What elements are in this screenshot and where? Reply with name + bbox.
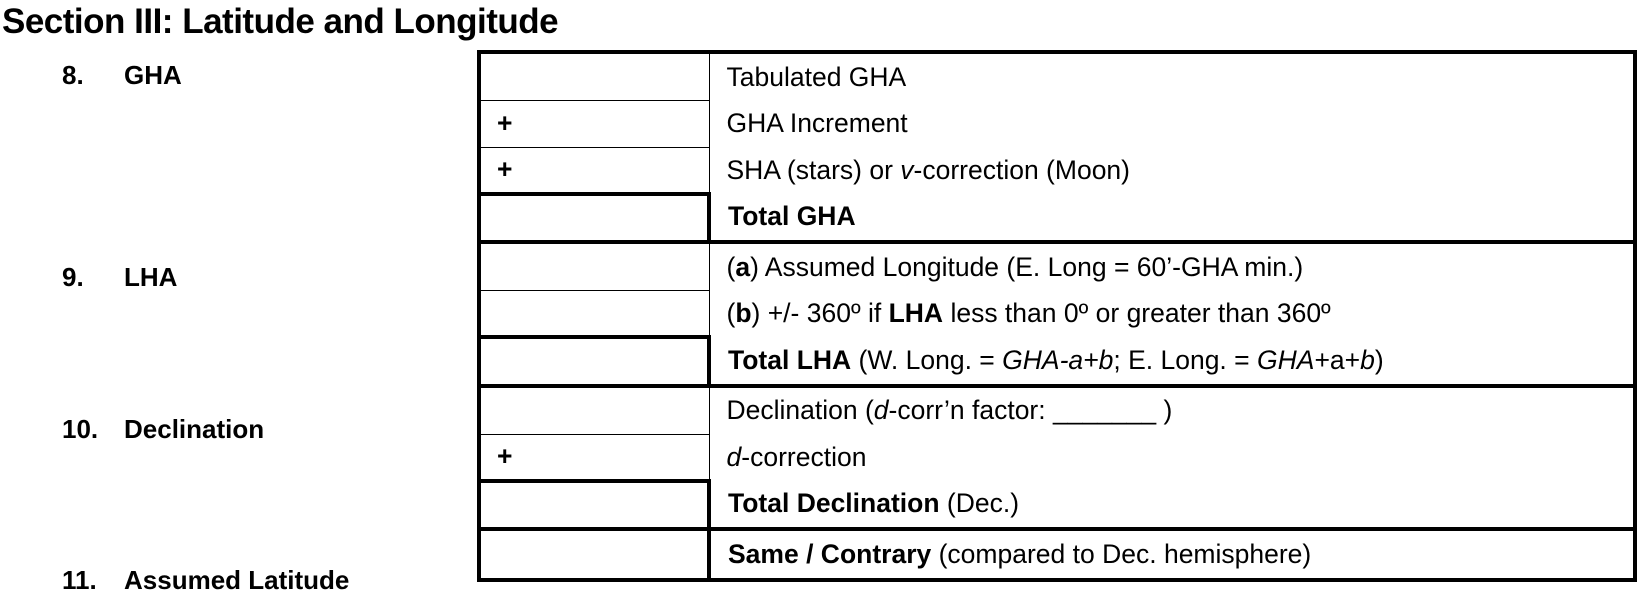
section-title: Section III: Latitude and Longitude bbox=[2, 2, 559, 41]
entry-cell[interactable] bbox=[477, 191, 711, 244]
description-text: less than 0º or greater than 360º bbox=[943, 298, 1331, 329]
description-text: ( bbox=[726, 251, 736, 282]
row-description: (b) +/- 360º if LHA less than 0º or grea… bbox=[709, 291, 1635, 338]
description-text: d bbox=[726, 441, 742, 472]
plus-sign: + bbox=[497, 154, 513, 184]
description-text: b bbox=[1360, 344, 1375, 375]
row-description: Same / Contrary (compared to Dec. hemisp… bbox=[709, 527, 1635, 580]
row-description: (a) Assumed Longitude (E. Long = 60’-GHA… bbox=[709, 240, 1635, 291]
table-row: Declination (d-corr’n factor: _______ ) bbox=[479, 383, 1635, 435]
group-number: 8. bbox=[62, 60, 84, 90]
total-row: Total GHA bbox=[477, 191, 1635, 244]
plus-sign: + bbox=[497, 441, 513, 471]
description-text: Same / Contrary bbox=[728, 538, 932, 569]
group-name: GHA bbox=[124, 60, 182, 90]
description-text: LHA bbox=[888, 298, 944, 329]
description-text: -correction bbox=[741, 441, 867, 472]
description-text: GHA bbox=[1257, 344, 1315, 375]
table-row: + SHA (stars) or v-correction (Moon) bbox=[479, 147, 1635, 194]
group-number: 10. bbox=[62, 413, 99, 444]
group-name: LHA bbox=[124, 262, 178, 292]
entry-cell[interactable] bbox=[477, 335, 711, 388]
description-text: Total Declination bbox=[728, 488, 940, 519]
group-name: Declination bbox=[124, 413, 265, 444]
entry-cell[interactable] bbox=[479, 52, 710, 101]
entry-cell[interactable]: + bbox=[479, 100, 710, 148]
row-description: Declination (d-corr’n factor: _______ ) bbox=[709, 383, 1635, 434]
total-row: Total Declination (Dec.) bbox=[477, 478, 1635, 531]
group-label: 8. GHA bbox=[62, 50, 182, 100]
total-row: Same / Contrary (compared to Dec. hemisp… bbox=[477, 527, 1635, 582]
entry-cell[interactable] bbox=[477, 527, 711, 582]
group-number: 9. bbox=[62, 262, 84, 292]
group-label: 11. Assumed Latitude bbox=[62, 555, 349, 605]
row-description: d-correction bbox=[709, 434, 1635, 481]
group-number: 11. bbox=[62, 565, 97, 595]
description-text: ) bbox=[1374, 344, 1384, 375]
description-text: Total LHA bbox=[728, 344, 852, 375]
entry-cell[interactable] bbox=[477, 478, 711, 531]
table-row: (b) +/- 360º if LHA less than 0º or grea… bbox=[479, 290, 1635, 338]
row-description: SHA (stars) or v-correction (Moon) bbox=[709, 147, 1635, 194]
entry-cell[interactable] bbox=[479, 383, 710, 435]
description-text: +a+ bbox=[1314, 344, 1361, 375]
entry-cell[interactable] bbox=[479, 290, 710, 338]
description-text: Declination ( bbox=[726, 395, 874, 426]
row-description: GHA Increment bbox=[709, 101, 1635, 148]
group-label: 10. Declination bbox=[62, 404, 264, 454]
table-row: Tabulated GHA bbox=[479, 52, 1635, 101]
description-text: -correction (Moon) bbox=[913, 154, 1130, 185]
description-text: (compared to Dec. hemisphere) bbox=[931, 538, 1312, 569]
plus-sign: + bbox=[497, 108, 513, 139]
row-description: Total LHA (W. Long. = GHA-a+b; E. Long. … bbox=[709, 337, 1635, 386]
entry-cell[interactable]: + bbox=[479, 147, 710, 194]
description-text: ; E. Long. = bbox=[1113, 344, 1258, 375]
table-row: (a) Assumed Longitude (E. Long = 60’-GHA… bbox=[479, 240, 1635, 291]
description-text: a bbox=[735, 251, 751, 282]
description-text: (W. Long. = bbox=[851, 344, 1003, 375]
description-text: GHA Increment bbox=[726, 108, 908, 139]
entry-cell[interactable] bbox=[479, 240, 710, 291]
description-text: ( bbox=[726, 298, 736, 329]
group-name: Assumed Latitude bbox=[124, 565, 350, 595]
description-text: (Dec.) bbox=[939, 488, 1020, 519]
description-text: ) +/- 360º if bbox=[751, 298, 889, 329]
table-row: + d-correction bbox=[479, 434, 1635, 481]
row-description: Tabulated GHA bbox=[709, 52, 1635, 101]
worksheet-table: Tabulated GHA + GHA Increment + SHA (stars) … bbox=[477, 50, 1637, 582]
row-description: Total GHA bbox=[709, 194, 1635, 243]
description-text: ) Assumed Longitude (E. Long = 60’-GHA m… bbox=[750, 251, 1304, 282]
total-row: Total LHA (W. Long. = GHA-a+b; E. Long. … bbox=[477, 335, 1635, 388]
description-text: Tabulated GHA bbox=[726, 61, 907, 92]
description-text: GHA-a+b bbox=[1002, 344, 1114, 375]
description-text: Total GHA bbox=[728, 201, 856, 232]
description-text: SHA (stars) or bbox=[726, 154, 901, 185]
group-label: 9. LHA bbox=[62, 252, 177, 302]
description-text: d bbox=[873, 395, 889, 426]
entry-cell[interactable]: + bbox=[479, 434, 710, 481]
description-text: -corr’n factor: _______ ) bbox=[888, 395, 1173, 426]
row-description: Total Declination (Dec.) bbox=[709, 481, 1635, 530]
description-text: b bbox=[735, 298, 752, 329]
description-text: v bbox=[900, 154, 914, 185]
table-row: + GHA Increment bbox=[479, 100, 1635, 148]
